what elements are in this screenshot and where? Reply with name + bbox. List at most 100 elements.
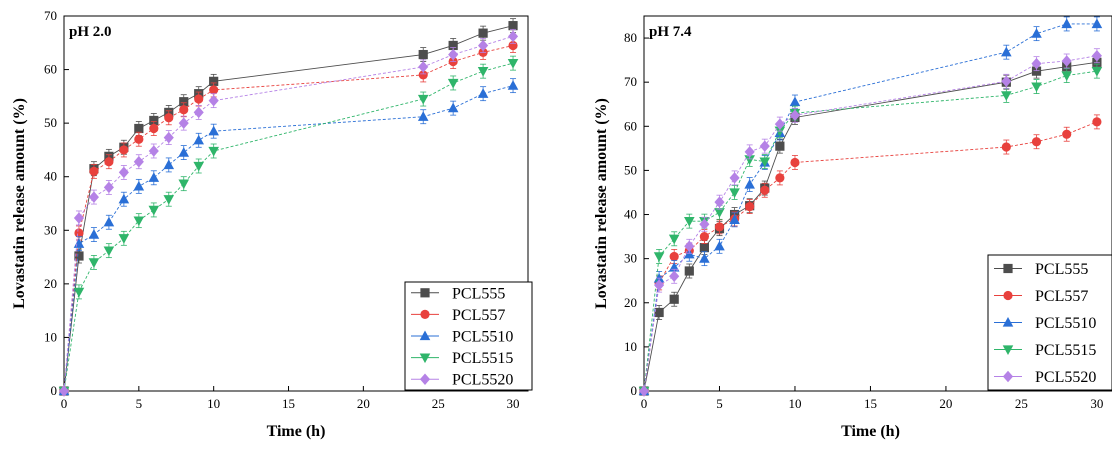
- panel-title: pH 7.4: [649, 24, 692, 40]
- legend-label: PCL557: [1035, 288, 1088, 305]
- data-point: [684, 217, 695, 227]
- data-point: [133, 155, 144, 168]
- legend-marker: [1003, 290, 1013, 301]
- x-tick-label: 30: [507, 396, 520, 411]
- data-point: [1091, 49, 1102, 62]
- x-tick-label: 0: [61, 396, 68, 411]
- x-tick-label: 10: [207, 396, 220, 411]
- data-point: [714, 222, 725, 232]
- data-point: [89, 166, 99, 176]
- data-point: [104, 157, 114, 167]
- x-tick-label: 15: [282, 396, 295, 411]
- data-point: [638, 385, 650, 397]
- data-point: [448, 40, 458, 51]
- data-point: [1061, 18, 1072, 29]
- data-point: [507, 80, 519, 90]
- data-point: [74, 251, 84, 261]
- data-point: [653, 252, 665, 262]
- data-point: [74, 228, 84, 238]
- data-point: [103, 246, 115, 257]
- x-tick-label: 15: [864, 396, 877, 411]
- data-point: [507, 30, 519, 43]
- data-point: [73, 212, 85, 224]
- legend-marker: [1002, 370, 1014, 383]
- data-point: [417, 111, 429, 121]
- y-tick-label: 10: [44, 329, 57, 344]
- data-point: [684, 266, 694, 276]
- x-tick-label: 30: [1090, 396, 1103, 411]
- legend-item: PCL5510: [411, 329, 513, 346]
- chart-panel-ph-7-4: 0 5 10 15 20 25 30 0 10 20 30 40 50 60 70 80 pH 7.4 Time …: [593, 15, 1112, 440]
- data-point: [744, 179, 755, 189]
- legend-item: PCL5515: [411, 350, 513, 367]
- data-point: [1091, 67, 1103, 77]
- data-point: [447, 102, 459, 113]
- data-point: [1001, 91, 1012, 101]
- legend-label: PCL555: [452, 285, 505, 302]
- x-tick-label: 0: [641, 396, 648, 411]
- data-point: [729, 214, 740, 224]
- y-tick-label: 50: [624, 162, 637, 177]
- legend-item: PCL5515: [994, 342, 1096, 359]
- y-tick-label: 30: [624, 251, 637, 266]
- y-tick-label: 80: [624, 30, 637, 45]
- y-tick-label: 30: [44, 222, 57, 237]
- y-tick-label: 0: [631, 383, 638, 398]
- x-tick-label: 25: [1015, 396, 1028, 411]
- data-point: [208, 125, 219, 136]
- y-tick-label: 10: [624, 339, 637, 354]
- data-point: [1091, 18, 1103, 29]
- data-point: [699, 231, 709, 242]
- data-point: [149, 123, 159, 134]
- data-point: [790, 157, 800, 168]
- data-point: [744, 155, 755, 165]
- data-point: [654, 307, 664, 318]
- data-point: [163, 195, 175, 205]
- data-point: [789, 109, 801, 122]
- data-point: [88, 229, 100, 239]
- data-point: [1061, 71, 1072, 82]
- data-point: [1031, 137, 1042, 147]
- data-point: [699, 243, 709, 253]
- legend: PCL555 PCL557 PCL5510 PCL5515 PCL5520: [404, 281, 533, 391]
- x-axis-title: Time (h): [267, 423, 326, 440]
- data-point: [208, 94, 219, 107]
- y-tick-label: 70: [624, 74, 637, 89]
- data-point: [745, 201, 755, 212]
- legend-item: PCL555: [411, 285, 505, 302]
- data-point: [744, 146, 755, 158]
- y-tick-label: 40: [624, 207, 637, 222]
- y-axis-title: Lovastatin release amount (%): [593, 98, 610, 309]
- data-point: [478, 28, 488, 38]
- data-point: [669, 270, 680, 283]
- data-point: [149, 115, 159, 126]
- data-point: [133, 180, 145, 191]
- data-point: [477, 67, 489, 77]
- series-line: [63, 85, 514, 392]
- series-pcl5520: [58, 28, 519, 397]
- series-pcl5510: [638, 16, 1103, 396]
- y-axis-title: Lovastatin release amount (%): [11, 98, 28, 309]
- legend-label: PCL555: [1035, 261, 1088, 278]
- data-point: [447, 78, 459, 89]
- legend-label: PCL5515: [452, 350, 513, 367]
- data-point: [1031, 57, 1042, 70]
- legend-marker: [1002, 345, 1014, 356]
- data-point: [669, 251, 679, 262]
- data-point: [418, 70, 428, 80]
- panel-title: pH 2.0: [69, 24, 112, 40]
- y-tick-label: 60: [44, 62, 57, 77]
- legend-marker: [419, 353, 431, 364]
- data-point: [118, 193, 130, 204]
- data-point: [163, 131, 174, 144]
- data-point: [103, 216, 115, 227]
- y-tick-label: 0: [51, 383, 58, 398]
- data-point: [58, 385, 70, 397]
- y-tick-label: 70: [44, 8, 57, 23]
- x-tick-label: 5: [136, 396, 143, 411]
- legend-item: PCL5510: [994, 315, 1096, 332]
- legend-item: PCL557: [411, 307, 505, 324]
- data-point: [209, 85, 219, 95]
- y-tick-label: 20: [44, 276, 57, 291]
- data-point: [194, 94, 204, 104]
